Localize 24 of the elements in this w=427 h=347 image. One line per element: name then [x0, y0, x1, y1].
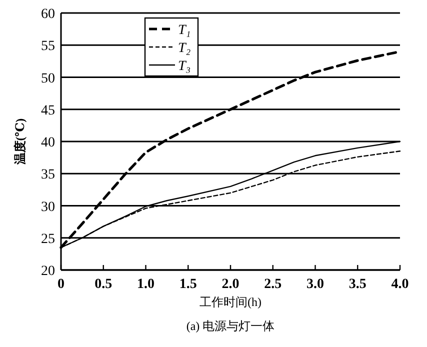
y-tick-label: 35	[41, 168, 55, 183]
y-tick-label: 20	[41, 264, 55, 279]
legend-label: T₂	[178, 41, 191, 56]
text: (a) 电源与灯一体	[186, 319, 275, 333]
x-tick-label: 2.0	[222, 277, 240, 292]
y-tick-label: 25	[41, 232, 55, 247]
legend-label: T₁	[178, 23, 191, 38]
legend-label: T₃	[178, 59, 191, 74]
y-tick-label: 55	[41, 39, 55, 54]
x-tick-label: 2.5	[264, 277, 282, 292]
x-tick-label: 1.0	[137, 277, 154, 292]
x-tick-label: 3.5	[348, 277, 366, 292]
y-tick-label: 40	[41, 136, 55, 150]
y-tick-label: 50	[41, 71, 55, 86]
x-tick-label: 1.5	[179, 277, 197, 292]
x-tick-label: 3.0	[306, 277, 324, 292]
x-tick-label: 4.0	[391, 277, 409, 292]
x-tick-label: 0	[58, 277, 64, 292]
y-tick-label: 30	[41, 200, 55, 215]
y-tick-label: 60	[41, 7, 55, 22]
y-axis-title: 温度(℃)	[13, 118, 27, 166]
x-tick-label: 0.5	[94, 277, 112, 292]
y-tick-label: 45	[41, 103, 55, 118]
x-axis-title: 工作时间(h)	[200, 295, 262, 309]
